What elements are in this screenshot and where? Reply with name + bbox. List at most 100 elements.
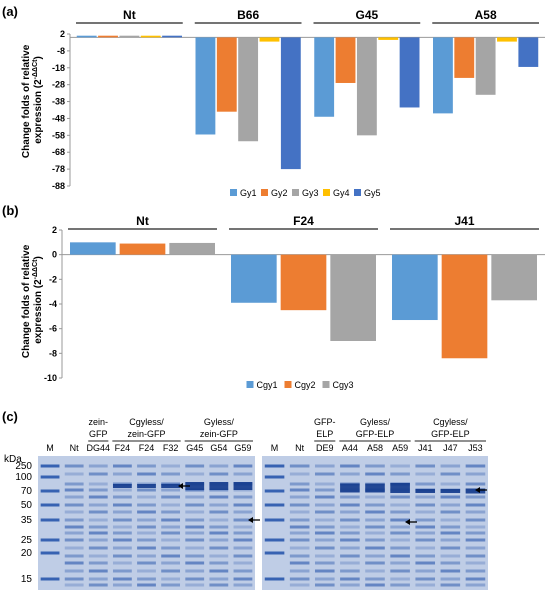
lane-label: DE9 (316, 443, 334, 453)
lane-label: M (46, 443, 54, 453)
protein-band (161, 531, 181, 535)
protein-band (365, 518, 385, 522)
protein-band (465, 577, 486, 581)
legend-swatch (230, 189, 237, 196)
protein-band (185, 464, 205, 468)
protein-band (440, 525, 461, 529)
bar-gy1-g45 (314, 37, 335, 117)
protein-band (340, 503, 360, 507)
protein-band (314, 472, 335, 476)
protein-band (289, 464, 310, 468)
protein-band (365, 464, 385, 468)
protein-band (289, 531, 310, 535)
fusion-band (415, 489, 436, 493)
protein-band (465, 503, 486, 507)
y-tick-label: -8 (57, 46, 65, 56)
protein-band (88, 569, 108, 573)
protein-band (465, 569, 486, 573)
y-tick-label: 0 (52, 250, 57, 260)
bar-gy3-g45 (356, 37, 377, 136)
protein-band (185, 577, 205, 581)
protein-band (340, 569, 360, 573)
marker-label: 15 (21, 574, 33, 585)
lane-label: G45 (186, 443, 203, 453)
header-line1: Cgyless/ (433, 417, 468, 427)
protein-band (390, 561, 410, 565)
protein-band (64, 482, 84, 486)
bars-a (76, 35, 539, 170)
bar-cgy2-f24 (280, 254, 327, 311)
gel-right-panel: M Nt DE9 A44 A58 A59 J41 J47 J53GFP-ELPGyless/GF… (178, 417, 488, 590)
protein-band (209, 472, 229, 476)
protein-band (88, 482, 108, 486)
marker-band (40, 518, 60, 522)
protein-band (390, 554, 410, 558)
protein-band (415, 503, 436, 507)
fusion-band (440, 489, 461, 493)
protein-band (415, 464, 436, 468)
protein-band (233, 525, 253, 529)
protein-band (137, 518, 156, 522)
protein-band (137, 546, 156, 550)
group-label: Nt (123, 8, 136, 22)
protein-band (88, 531, 108, 535)
protein-band (161, 538, 181, 542)
protein-band (415, 546, 436, 550)
protein-band (233, 546, 253, 550)
y-tick-label: -88 (52, 181, 65, 191)
protein-band (233, 561, 253, 565)
protein-band (390, 503, 410, 507)
protein-band (314, 503, 335, 507)
protein-band (340, 464, 360, 468)
protein-band (112, 464, 132, 468)
protein-band (137, 525, 156, 529)
marker-band (264, 518, 285, 522)
chart-b: Change folds of relative expression (2-Δ… (21, 214, 545, 390)
header-line1: zein- (89, 417, 109, 427)
group-label: Nt (136, 214, 149, 228)
marker-label: 250 (15, 461, 32, 472)
marker-band (264, 538, 285, 542)
protein-band (340, 546, 360, 550)
protein-band (64, 546, 84, 550)
protein-band (415, 554, 436, 558)
bar-gy2-g45 (335, 37, 356, 83)
lane-label: M (271, 443, 279, 453)
protein-band (112, 554, 132, 558)
marker-band (40, 503, 60, 507)
protein-band (112, 495, 132, 499)
protein-band (209, 495, 229, 499)
protein-band (314, 482, 335, 486)
protein-band (314, 554, 335, 558)
protein-band (185, 554, 205, 558)
marker-band (40, 489, 60, 493)
protein-band (112, 472, 132, 476)
protein-band (185, 495, 205, 499)
protein-band (209, 561, 229, 565)
bar-gy2-b66 (216, 37, 237, 112)
protein-band (289, 495, 310, 499)
protein-band (465, 518, 486, 522)
legend-swatch (322, 381, 330, 388)
legend-label: Gy3 (302, 188, 319, 198)
lane-label: J47 (443, 443, 458, 453)
fusion-band (209, 482, 229, 490)
chart-a: Change folds of relative expression (2-Δ… (21, 8, 545, 198)
protein-band (289, 583, 310, 587)
protein-band (161, 495, 181, 499)
header-line1: Gyless/ (204, 417, 235, 427)
protein-band (112, 503, 132, 507)
protein-band (112, 561, 132, 565)
protein-band (289, 472, 310, 476)
protein-band (185, 518, 205, 522)
protein-band (390, 546, 410, 550)
group-labels-b: Nt F24 J41 (68, 214, 539, 230)
protein-band (390, 525, 410, 529)
marker-band (264, 464, 285, 468)
lane-label: DG44 (87, 443, 111, 453)
marker-band (264, 475, 285, 479)
y-tick-label: -6 (49, 324, 57, 334)
marker-band (264, 551, 285, 555)
protein-band (112, 510, 132, 514)
protein-band (137, 495, 156, 499)
